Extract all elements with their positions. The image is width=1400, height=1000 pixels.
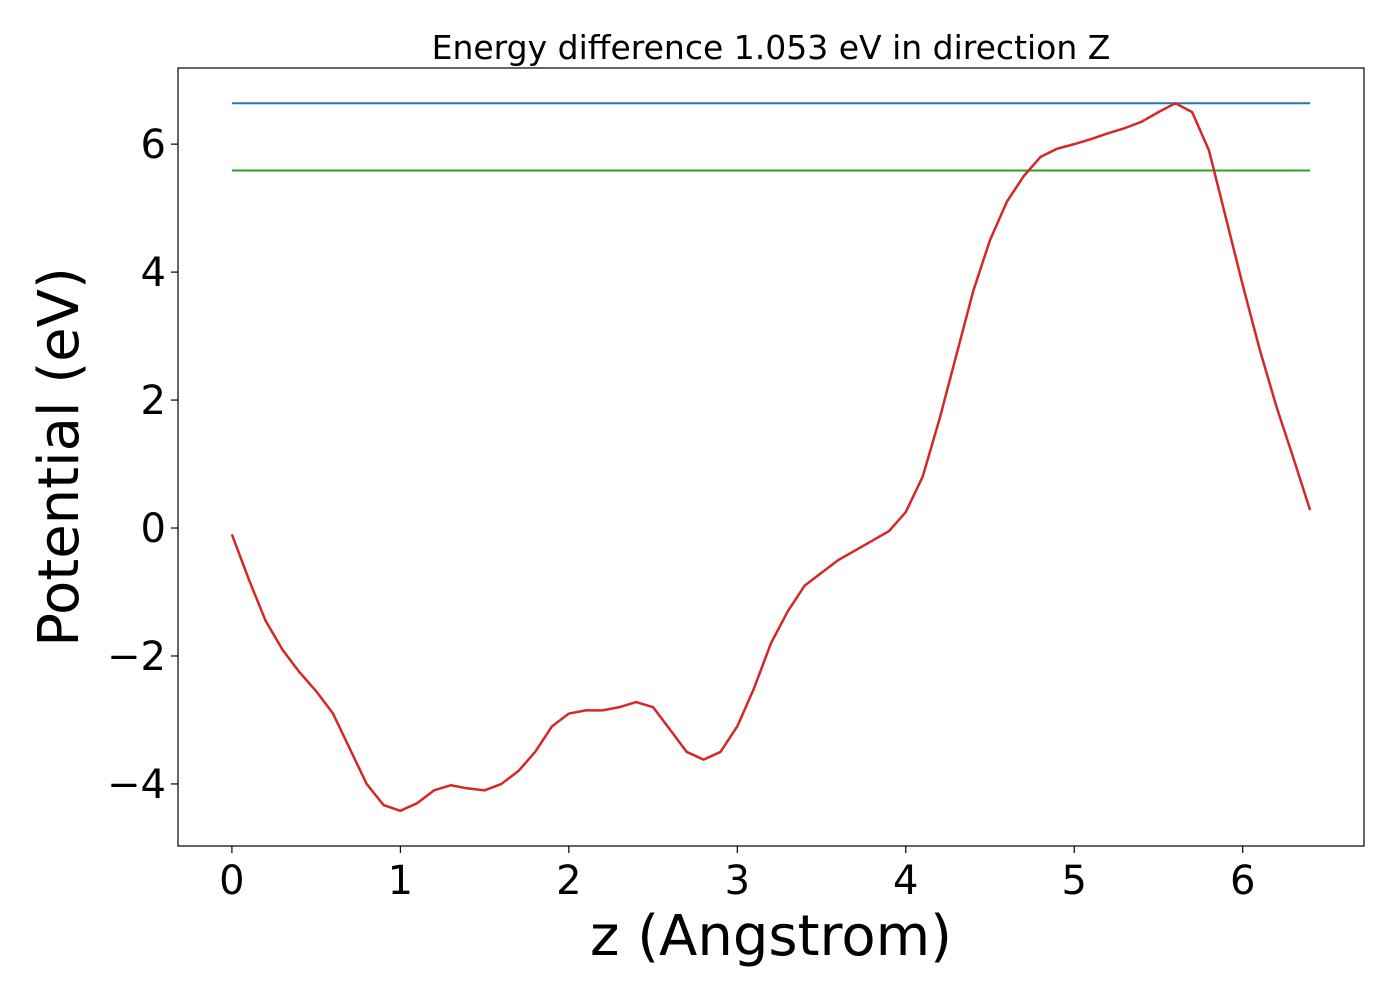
x-axis-label: z (Angstrom): [590, 904, 952, 969]
x-tick-label: 3: [725, 858, 750, 904]
x-tick-label: 1: [388, 858, 413, 904]
plot-frame: [177, 67, 1365, 847]
y-axis-label: Potential (eV): [27, 267, 92, 647]
y-tick-label: 6: [141, 122, 166, 168]
x-tick-label: 5: [1062, 858, 1087, 904]
data-line: [230, 101, 1312, 813]
y-tick-label: 2: [141, 378, 166, 424]
x-tick-label: 6: [1230, 858, 1255, 904]
chart-title: Energy difference 1.053 eV in direction …: [432, 28, 1111, 67]
x-tick-label: 4: [893, 858, 918, 904]
x-tick-label: 2: [556, 858, 581, 904]
y-tick-label: 4: [141, 250, 166, 296]
y-tick-label: 0: [141, 506, 166, 552]
x-tick-label: 0: [219, 858, 244, 904]
y-tick-label: −2: [107, 634, 166, 680]
y-tick-label: −4: [107, 762, 166, 808]
